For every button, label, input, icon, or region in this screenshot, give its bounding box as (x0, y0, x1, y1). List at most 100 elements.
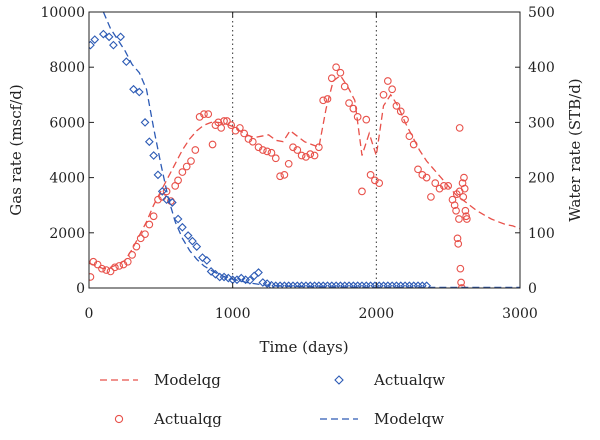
actualqg-point (460, 184, 469, 193)
actualqg-point (440, 182, 448, 190)
actualqg-point (349, 104, 358, 113)
legend: Modelqg Actualqg Actualqw Modelqw (100, 371, 445, 428)
y-right-tick-label: 200 (528, 171, 555, 187)
actualqg-point (204, 110, 213, 118)
actualqg-point (178, 168, 187, 176)
actualqg-point (452, 206, 460, 215)
legend-item-modelqw: Modelqw (320, 410, 444, 428)
actualqg-point (182, 162, 191, 171)
actualqw-point (121, 57, 131, 67)
actualqg-point (323, 95, 332, 103)
actualqg-point (293, 146, 302, 154)
actualqg-point (220, 117, 228, 125)
actualqg-point (187, 157, 195, 165)
actualqw-point (104, 32, 114, 42)
axis-layer: 0 1000 2000 3000 0 2000 4000 6000 8000 10000 0 100 2… (40, 5, 554, 322)
actualqw-legend-label: Actualqw (373, 371, 445, 389)
actualqg-point (388, 85, 396, 94)
actualqg-point (457, 284, 466, 288)
actualqg-point (89, 273, 95, 281)
actualqg-point (358, 187, 366, 196)
legend-item-actualqw: Actualqw (334, 371, 445, 389)
y-left-tick-label: 4000 (49, 171, 85, 187)
actualqw-point (206, 267, 216, 276)
actualqw-point (90, 35, 100, 44)
actualqw-point (183, 231, 193, 240)
actualqg-point (456, 264, 465, 273)
actualqg-legend-swatch (114, 414, 124, 424)
grid-layer (232, 12, 377, 288)
actualqw-point (173, 214, 183, 224)
actualqg-point (132, 242, 141, 251)
actualqg-point (102, 266, 111, 274)
actualqg-point (392, 101, 401, 110)
actualqw-point (198, 253, 207, 263)
actualqg-point (271, 154, 280, 163)
actualqg-point (459, 193, 468, 201)
actualqg-point (450, 201, 459, 210)
actualqg-point (174, 176, 182, 185)
actualqg-point (379, 90, 388, 99)
actualqg-point (217, 124, 226, 132)
actualqg-point (98, 264, 106, 273)
actualqg-point (128, 251, 136, 259)
x-tick-label: 3000 (502, 306, 538, 322)
actualqg-point (297, 151, 306, 160)
actualqg-point (310, 151, 319, 160)
actualqg-point (375, 179, 384, 187)
y-right-tick-label: 300 (528, 115, 555, 131)
y-left-tick-label: 0 (76, 281, 85, 297)
y-axis-left-label: Gas rate (mscf/d) (7, 84, 25, 215)
actualqw-legend-swatch (334, 375, 344, 385)
actualqg-point (306, 150, 315, 158)
actualqw-point (188, 236, 197, 246)
actualqw-point (157, 187, 167, 196)
actualqg-point (383, 77, 392, 85)
x-tick-label: 1000 (215, 306, 251, 322)
modelqw-legend-label: Modelqw (374, 410, 444, 428)
actualqg-point (208, 140, 217, 149)
x-tick-label: 2000 (359, 306, 395, 322)
actualqg-point (414, 165, 422, 174)
y-right-tick-label: 400 (528, 60, 555, 76)
actualqg-point (93, 260, 102, 269)
actualqg-point (340, 82, 349, 91)
y-left-tick-label: 10000 (40, 5, 85, 21)
actualqw-point (232, 275, 242, 285)
actualqg-point (457, 278, 465, 287)
actualqw-point (149, 151, 159, 160)
actualqg-point (267, 148, 276, 157)
actualqg-point (149, 212, 158, 221)
y-axis-right-label: Water rate (STB/d) (566, 78, 584, 221)
plot-frame (88, 11, 521, 289)
actualqg-point (409, 140, 418, 149)
actualqg-legend-label: Actualqg (153, 410, 222, 428)
actualqw-point (144, 137, 154, 147)
actualqw-point (98, 29, 108, 39)
actualqw-point (422, 281, 431, 288)
actualqg-point (327, 74, 336, 83)
actualqw-point (245, 275, 255, 285)
actualqg-point (276, 172, 284, 181)
y-right-tick-label: 0 (528, 281, 537, 297)
actualqw-point (140, 118, 150, 127)
actualqg-point (284, 159, 293, 168)
actualqg-point (455, 124, 464, 132)
actualqg-point (405, 132, 414, 141)
actualqg-point (200, 110, 208, 118)
actualqg-point (455, 215, 463, 223)
actualqw-point (192, 242, 202, 251)
actualqw-point (89, 40, 95, 50)
x-axis-label: Time (days) (259, 338, 348, 356)
actualqg-point (453, 234, 462, 243)
actualqg-point (191, 146, 200, 154)
actualqg-point (462, 215, 471, 223)
actualqw-point (211, 269, 220, 279)
actualqw-point (129, 84, 138, 94)
actualqg-point (115, 262, 124, 270)
actualqg-point (345, 99, 353, 107)
y-right-tick-label: 100 (528, 226, 555, 242)
actualqg-point (366, 170, 375, 179)
actualqg-point (336, 68, 345, 77)
